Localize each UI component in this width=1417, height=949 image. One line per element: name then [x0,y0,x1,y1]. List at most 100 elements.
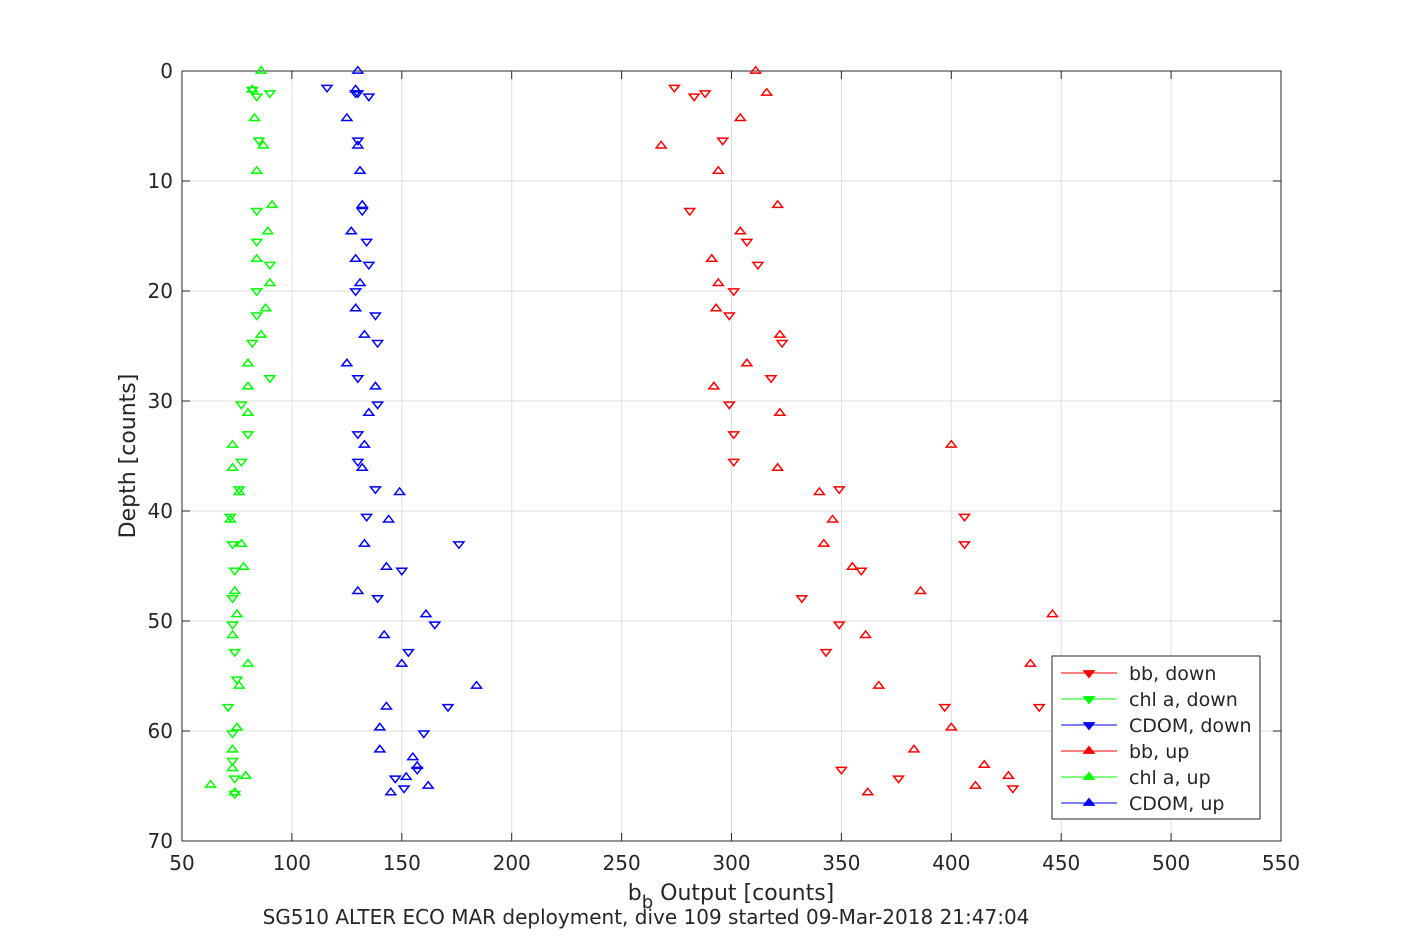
data-point [1023,658,1037,667]
data-point [226,762,240,772]
data-point [368,381,382,390]
data-point [239,770,253,780]
data-point [226,757,240,767]
data-point [371,594,385,604]
data-point [421,780,435,789]
data-point [263,90,277,99]
data-point [245,339,259,349]
data-point [944,722,958,731]
y-tick-label: 60 [148,719,173,743]
data-point [245,84,259,93]
data-point [854,567,868,576]
data-point [977,759,991,769]
data-point [204,779,218,788]
data-point [221,703,235,713]
data-point [368,312,382,321]
data-point [371,401,385,410]
data-point [228,648,242,658]
data-point [241,658,255,667]
data-point [250,253,264,263]
legend: bb, down chl a, down CDOM, down bb, up chl a… [1051,655,1261,820]
data-point [795,594,809,604]
legend-marker [1082,745,1096,754]
data-point [812,486,826,496]
legend-marker [1082,696,1096,705]
data-point [351,374,365,384]
data-point [382,514,396,523]
data-point [259,303,273,312]
data-point [722,401,736,410]
legend-label: bb, up [1129,741,1189,763]
data-point [938,703,952,713]
data-point [241,381,255,390]
data-point [957,541,972,550]
data-point [379,561,393,571]
data-point [357,439,371,448]
data-point [452,541,466,550]
data-point [320,84,334,94]
legend-label: CDOM, up [1129,793,1224,815]
data-point [470,680,484,689]
data-point [351,585,365,595]
data-point [230,608,244,618]
data-point [228,775,242,784]
data-point [248,112,262,122]
data-point [362,407,376,417]
data-point [357,538,371,547]
series-bb-down [667,84,1046,794]
data-point [340,112,354,122]
data-point [410,760,424,770]
data-point [232,680,246,689]
legend-marker [1082,722,1096,731]
series-chl-a-down [221,86,277,800]
data-point [733,112,747,122]
data-point [872,680,886,689]
y-tick-label: 20 [148,279,173,303]
data-point [819,648,833,658]
data-point [254,65,268,74]
legend-label: chl a, up [1129,767,1211,789]
data-point [773,329,787,338]
y-tick-label: 50 [148,609,173,633]
data-point [845,561,859,571]
data-point [914,585,928,595]
data-point [968,780,983,789]
data-point [349,288,363,297]
data-point [250,238,264,248]
data-point [859,629,873,639]
data-point [353,165,367,175]
data-point [740,238,754,248]
data-point [226,594,240,604]
data-point [351,431,365,440]
data-point [261,226,275,235]
data-point [395,567,409,576]
data-point [245,86,259,96]
data-point [263,374,277,384]
data-point [733,226,747,235]
data-point [727,288,741,297]
data-point [362,261,376,271]
data-point [232,486,246,496]
data-point [687,93,701,102]
data-point [709,303,723,312]
data-point [832,486,846,495]
legend-label: CDOM, down [1129,715,1252,737]
data-point [252,137,266,146]
data-point [250,207,264,217]
data-point [373,722,387,731]
legend-entry: CDOM, down [1061,715,1252,737]
data-point [237,561,251,571]
data-point [254,329,268,338]
series-cdom-down [320,84,466,794]
data-point [234,401,248,410]
data-point [417,730,431,739]
data-point [228,787,242,796]
data-point [751,261,765,271]
data-point [234,538,248,547]
series-bb-up [654,65,1059,796]
data-point [711,277,725,287]
legend-label: bb, down [1129,663,1216,685]
data-point [707,381,721,390]
data-point [773,407,787,417]
data-point [410,766,424,776]
